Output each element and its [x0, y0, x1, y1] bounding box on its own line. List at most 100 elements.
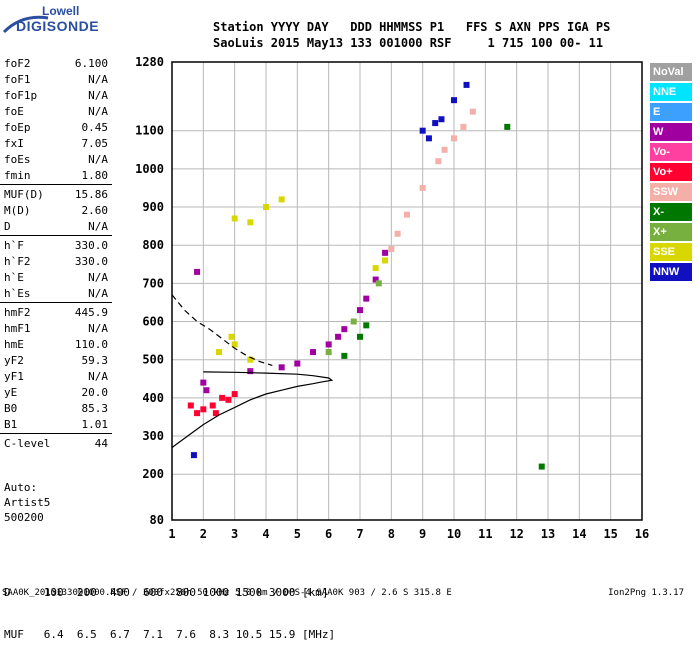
plot-frame — [171, 61, 643, 521]
param-row: yE 20.0 — [0, 385, 112, 401]
param-label: B0 — [4, 402, 18, 415]
y-tick-label: 1280 — [135, 55, 164, 69]
trace-point-sse — [231, 341, 238, 348]
param-value: N/A — [88, 322, 108, 335]
trace-point-w — [203, 387, 210, 394]
param-value: 445.9 — [74, 306, 108, 319]
param-value: N/A — [88, 89, 108, 102]
param-row: MUF(D) 15.86 — [0, 187, 112, 203]
trace-point-x — [357, 333, 363, 340]
trace-point-w — [325, 341, 332, 348]
trace-point-ssw — [451, 135, 457, 142]
param-label: h`E — [4, 271, 24, 284]
param-row: hmF1 N/A — [0, 321, 112, 337]
param-value: 20.0 — [81, 386, 109, 399]
trace-point-x — [538, 463, 545, 470]
param-label: foF2 — [4, 57, 31, 70]
param-label: hmF1 — [4, 322, 31, 335]
param-row: foE N/A — [0, 104, 112, 120]
param-row: fmin 1.80 — [0, 168, 112, 184]
x-tick-label: 9 — [419, 527, 426, 541]
param-row: foEp 0.45 — [0, 120, 112, 136]
trace-point-w — [341, 326, 348, 333]
trace-point-vo — [231, 391, 238, 398]
y-tick-label: 1100 — [135, 124, 164, 138]
legend-item-vo: Vo+ — [650, 163, 692, 181]
trace-point-w — [294, 360, 301, 367]
header-line-2: SaoLuis 2015 May13 133 001000 RSF 1 715 … — [213, 36, 604, 50]
trace-point-nnw — [438, 116, 445, 123]
param-row: C-level 44 — [0, 436, 112, 452]
trace-point-sse — [228, 333, 235, 340]
trace-point-x — [341, 352, 348, 359]
param-label: fxI — [4, 137, 24, 150]
param-value: 85.3 — [81, 402, 109, 415]
param-label: foEp — [4, 121, 31, 134]
legend-item-e: E — [650, 103, 692, 121]
trace-point-ssw — [388, 246, 395, 253]
legend-item-nne: NNE — [650, 83, 692, 101]
legend: NoVal NNE E W Vo- Vo+ SSW X- X+ SSE NNW — [650, 63, 692, 283]
trace-point-x — [325, 349, 332, 356]
trace-point-vo — [187, 402, 194, 409]
auto-label: Auto: — [4, 481, 38, 494]
y-tick-label: 200 — [142, 467, 164, 481]
trace-point-vo — [225, 396, 232, 403]
legend-item-vo: Vo- — [650, 143, 692, 161]
x-tick-label: 13 — [541, 527, 555, 541]
param-value: 59.3 — [81, 354, 109, 367]
param-value: 2.60 — [81, 204, 109, 217]
logo-swoosh-icon — [2, 15, 49, 34]
trace-point-nnw — [451, 97, 457, 104]
digisonde-logo: Lowell DIGISONDE — [2, 4, 110, 44]
legend-item-noval: NoVal — [650, 63, 692, 81]
param-label: h`F2 — [4, 255, 31, 268]
muf-row: MUF 6.4 6.5 6.7 7.1 7.6 8.3 10.5 15.9 [M… — [4, 628, 336, 641]
distance-muf-table: D 100 200 400 600 800 1000 1500 3000 [km… — [4, 558, 335, 656]
param-label: M(D) — [4, 204, 31, 217]
param-row: yF2 59.3 — [0, 353, 112, 369]
footer-file-info: SAA0K_2015133001000.RSF / 300fx256h 50 k… — [2, 588, 452, 598]
trace-point-nnw — [425, 135, 432, 142]
legend-item-ssw: SSW — [650, 183, 692, 201]
trace-point-x — [504, 123, 511, 130]
parameter-table: foF2 6.100 foF1 N/A foF1p N/A foE N/A foEp 0.45 fx… — [0, 56, 112, 452]
trace-point-x — [375, 280, 382, 287]
y-tick-label: 1000 — [135, 162, 164, 176]
trace-point-w — [372, 276, 379, 283]
legend-item-w: W — [650, 123, 692, 141]
param-value: 7.05 — [81, 137, 109, 150]
param-label: h`Es — [4, 287, 31, 300]
param-label: foE — [4, 105, 24, 118]
param-row: h`E N/A — [0, 270, 112, 286]
param-row: D N/A — [0, 219, 112, 235]
auto-code: 500200 — [4, 511, 44, 524]
param-value: 330.0 — [74, 255, 108, 268]
param-separator — [0, 433, 112, 436]
legend-item-x: X+ — [650, 223, 692, 241]
x-tick-label: 12 — [509, 527, 523, 541]
trace-point-sse — [231, 215, 238, 222]
param-value: N/A — [88, 153, 108, 166]
trace-point-w — [335, 333, 342, 340]
param-row: hmE 110.0 — [0, 337, 112, 353]
param-separator — [0, 302, 112, 305]
trace-point-nnw — [463, 81, 470, 88]
param-label: h`F — [4, 239, 24, 252]
x-tick-label: 6 — [325, 527, 332, 541]
param-value: 330.0 — [74, 239, 108, 252]
trace-point-vo — [212, 410, 219, 417]
x-tick-label: 16 — [635, 527, 649, 541]
trace-point-x — [363, 322, 370, 329]
trace-point-w — [278, 364, 285, 371]
x-tick-label: 2 — [200, 527, 207, 541]
param-label: hmF2 — [4, 306, 31, 319]
trace-point-ssw — [441, 146, 448, 153]
y-tick-label: 500 — [142, 353, 164, 367]
line-profile — [171, 371, 334, 448]
logo-text-top: Lowell — [42, 4, 80, 18]
param-row: foEs N/A — [0, 152, 112, 168]
trace-point-sse — [216, 349, 222, 356]
x-tick-label: 5 — [294, 527, 301, 541]
trace-point-w — [363, 295, 370, 302]
